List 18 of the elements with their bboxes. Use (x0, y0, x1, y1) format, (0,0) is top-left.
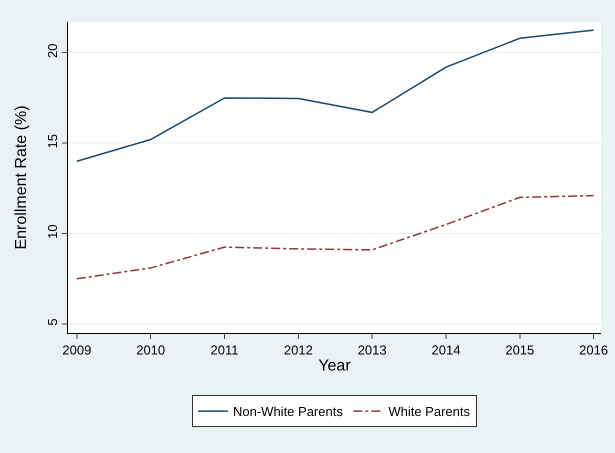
y-tick-label: 10 (44, 224, 60, 239)
y-tick-label: 5 (44, 318, 60, 326)
x-tick-label: 2009 (62, 342, 92, 358)
line-series (76, 29, 594, 162)
x-tick-label: 2016 (579, 342, 608, 358)
x-axis-title: Year (318, 357, 352, 374)
x-tick-label: 2013 (358, 342, 387, 358)
legend-label: Non-White Parents (233, 404, 344, 420)
y-tick-label: 15 (44, 134, 60, 148)
x-tick-label: 2012 (284, 342, 313, 358)
x-tick-label: 2015 (505, 342, 534, 358)
x-tick-label: 2011 (210, 342, 238, 358)
y-axis-title: Enrollment Rate (%) (13, 105, 30, 250)
line-series (76, 194, 594, 280)
legend-label: White Parents (388, 404, 470, 420)
x-tick-label: 2010 (136, 342, 166, 358)
x-tick-label: 2014 (432, 342, 460, 358)
y-tick-label: 20 (44, 44, 60, 58)
